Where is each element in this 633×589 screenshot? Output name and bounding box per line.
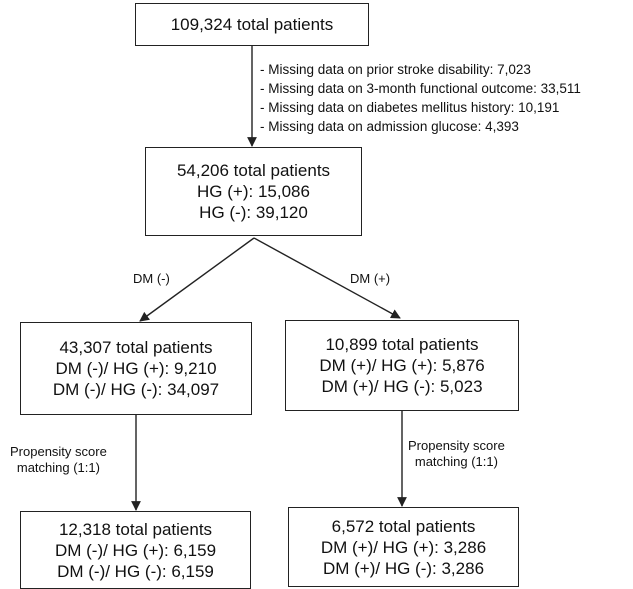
box-line: HG (+): 15,086 [197, 182, 310, 201]
exclusion-item: - Missing data on prior stroke disabilit… [260, 62, 531, 77]
box-cohort: 54,206 total patients HG (+): 15,086 HG … [145, 147, 362, 236]
box-line: 43,307 total patients [59, 338, 213, 357]
matching-label-line: Propensity score [408, 438, 505, 453]
box-line: 12,318 total patients [58, 519, 213, 539]
box-line: DM (+)/ HG (-): 3,286 [322, 558, 485, 578]
box-line: HG (-): 39,120 [199, 203, 308, 222]
matching-label-right: Propensity score matching (1:1) [408, 438, 505, 470]
matching-label-line: Propensity score [10, 444, 107, 459]
box-total-patients: 109,324 total patients [135, 3, 369, 46]
branch-label-dm-positive: DM (+) [350, 271, 391, 286]
exclusion-item: - Missing data on admission glucose: 4,3… [260, 119, 519, 134]
arrow-cohort-to-dm-neg [139, 237, 255, 322]
box-dm-negative: 43,307 total patients DM (-)/ HG (+): 9,… [20, 322, 252, 415]
matching-label-line: matching (1:1) [414, 454, 498, 469]
box-line: DM (-)/ HG (+): 9,210 [55, 359, 217, 378]
exclusion-list: - Missing data on prior stroke disabilit… [260, 60, 581, 136]
exclusion-item: - Missing data on diabetes mellitus hist… [260, 100, 560, 115]
box-line: DM (-)/ HG (-): 6,159 [57, 561, 214, 581]
box-dm-negative-matched: 12,318 total patients DM (-)/ HG (+): 6,… [20, 511, 251, 589]
branch-label-dm-negative: DM (-) [133, 271, 170, 286]
exclusion-item: - Missing data on 3-month functional out… [260, 81, 581, 96]
box-dm-positive-matched: 6,572 total patients DM (+)/ HG (+): 3,2… [288, 507, 519, 587]
matching-label-line: matching (1:1) [16, 460, 100, 475]
box-line: 10,899 total patients [325, 335, 479, 354]
arrow-cohort-to-dm-pos [253, 237, 401, 319]
box-line: 109,324 total patients [170, 15, 334, 34]
box-dm-positive: 10,899 total patients DM (+)/ HG (+): 5,… [285, 320, 519, 411]
box-line: DM (+)/ HG (+): 5,876 [319, 356, 485, 375]
box-line: DM (-)/ HG (+): 6,159 [54, 540, 217, 560]
box-line: 54,206 total patients [176, 161, 331, 180]
matching-label-left: Propensity score matching (1:1) [10, 444, 107, 476]
box-line: DM (-)/ HG (-): 34,097 [52, 380, 220, 399]
box-line: 6,572 total patients [331, 516, 476, 536]
box-line: DM (+)/ HG (-): 5,023 [321, 377, 483, 396]
box-line: DM (+)/ HG (+): 3,286 [320, 537, 487, 557]
